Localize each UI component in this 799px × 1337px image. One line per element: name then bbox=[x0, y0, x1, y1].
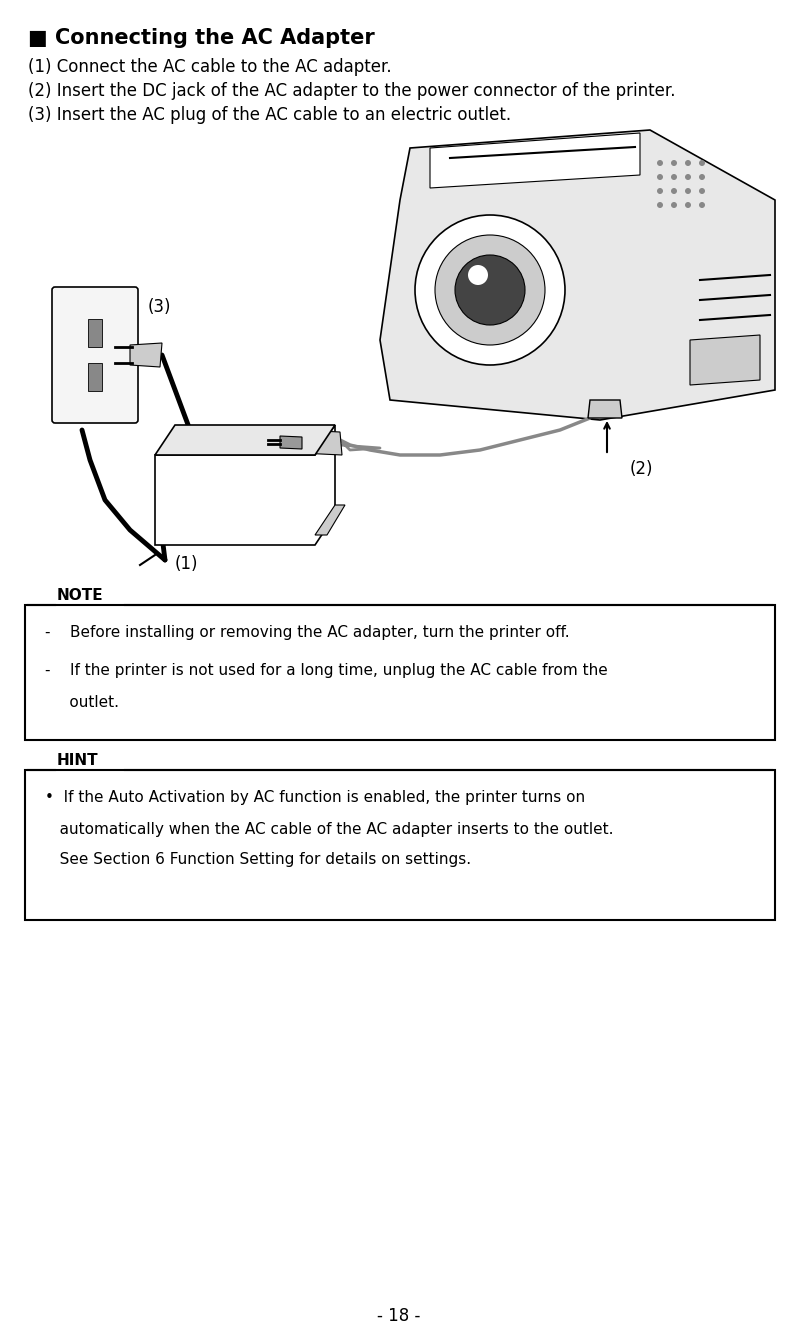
Circle shape bbox=[415, 215, 565, 365]
Text: - 18 -: - 18 - bbox=[377, 1308, 421, 1325]
Polygon shape bbox=[690, 336, 760, 385]
Text: -    Before installing or removing the AC adapter, turn the printer off.: - Before installing or removing the AC a… bbox=[45, 624, 570, 640]
Polygon shape bbox=[155, 425, 335, 545]
FancyBboxPatch shape bbox=[52, 287, 138, 422]
Polygon shape bbox=[300, 431, 342, 455]
Text: HINT: HINT bbox=[57, 753, 98, 767]
Circle shape bbox=[657, 202, 663, 209]
Text: (2): (2) bbox=[630, 460, 654, 479]
Circle shape bbox=[455, 255, 525, 325]
Circle shape bbox=[468, 265, 488, 285]
Polygon shape bbox=[588, 400, 622, 418]
Polygon shape bbox=[280, 436, 302, 449]
Circle shape bbox=[685, 189, 691, 194]
Polygon shape bbox=[130, 344, 162, 366]
Polygon shape bbox=[315, 505, 345, 535]
Text: See Section 6 Function Setting for details on settings.: See Section 6 Function Setting for detai… bbox=[45, 852, 471, 866]
Text: (1): (1) bbox=[175, 555, 198, 574]
Bar bbox=[25, 606, 775, 739]
Circle shape bbox=[671, 189, 677, 194]
Text: ■ Connecting the AC Adapter: ■ Connecting the AC Adapter bbox=[28, 28, 375, 48]
Text: automatically when the AC cable of the AC adapter inserts to the outlet.: automatically when the AC cable of the A… bbox=[45, 822, 614, 837]
Polygon shape bbox=[380, 130, 775, 420]
Text: NOTE: NOTE bbox=[57, 588, 104, 603]
Circle shape bbox=[685, 174, 691, 180]
Text: (3): (3) bbox=[148, 298, 172, 316]
Circle shape bbox=[685, 202, 691, 209]
Circle shape bbox=[699, 202, 705, 209]
Polygon shape bbox=[155, 425, 335, 455]
Text: outlet.: outlet. bbox=[45, 695, 119, 710]
Circle shape bbox=[699, 174, 705, 180]
Text: (2) Insert the DC jack of the AC adapter to the power connector of the printer.: (2) Insert the DC jack of the AC adapter… bbox=[28, 82, 675, 100]
Circle shape bbox=[671, 174, 677, 180]
Circle shape bbox=[685, 160, 691, 166]
Circle shape bbox=[657, 189, 663, 194]
Circle shape bbox=[671, 160, 677, 166]
Text: •  If the Auto Activation by AC function is enabled, the printer turns on: • If the Auto Activation by AC function … bbox=[45, 790, 585, 805]
Text: -    If the printer is not used for a long time, unplug the AC cable from the: - If the printer is not used for a long … bbox=[45, 663, 608, 678]
Bar bbox=[88, 364, 102, 390]
Circle shape bbox=[657, 174, 663, 180]
Circle shape bbox=[657, 160, 663, 166]
Circle shape bbox=[435, 235, 545, 345]
Text: (3) Insert the AC plug of the AC cable to an electric outlet.: (3) Insert the AC plug of the AC cable t… bbox=[28, 106, 511, 124]
Text: (1) Connect the AC cable to the AC adapter.: (1) Connect the AC cable to the AC adapt… bbox=[28, 57, 392, 76]
Bar bbox=[88, 320, 102, 348]
Polygon shape bbox=[430, 132, 640, 189]
Bar bbox=[25, 770, 775, 920]
Circle shape bbox=[699, 160, 705, 166]
Circle shape bbox=[699, 189, 705, 194]
Circle shape bbox=[671, 202, 677, 209]
